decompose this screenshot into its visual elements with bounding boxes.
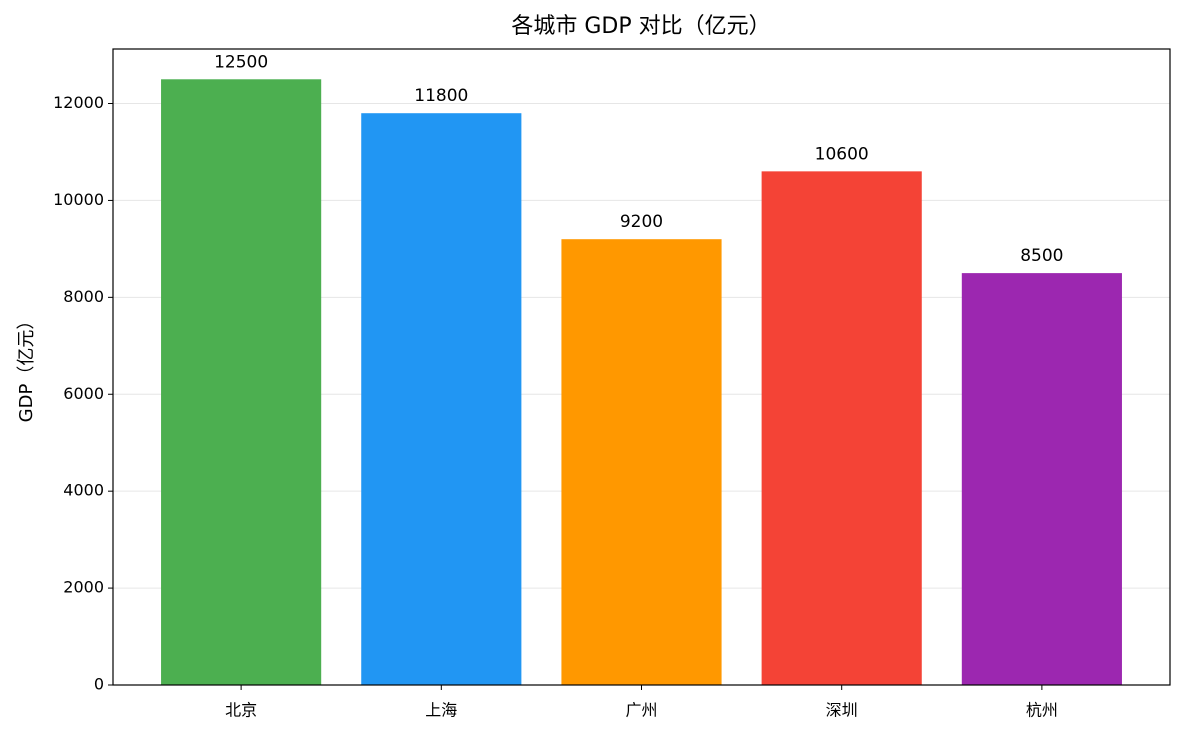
value-label: 8500 [1020,246,1063,266]
y-tick-label: 10000 [53,190,104,209]
x-tick-label: 广州 [625,701,657,720]
x-tick-label: 杭州 [1026,701,1058,720]
value-label: 9200 [620,212,663,232]
y-tick-label: 6000 [63,384,104,403]
bar [761,171,922,686]
x-tick-label: 深圳 [826,701,858,720]
y-tick-label: 2000 [63,578,104,597]
y-tick-label: 0 [94,675,104,694]
bar [161,79,322,686]
plot-frame [112,48,1171,686]
x-tick-label: 上海 [425,701,457,720]
y-axis-label: GDP（亿元） [16,312,37,423]
value-label: 10600 [815,144,869,164]
chart-title: 各城市 GDP 对比（亿元） [511,14,770,39]
value-label: 12500 [214,52,268,72]
bar [561,239,722,686]
value-label: 11800 [414,86,468,106]
bar [361,113,522,686]
bar [961,273,1122,685]
y-tick-label: 12000 [53,93,104,112]
y-tick-label: 8000 [63,287,104,306]
x-tick-label: 北京 [225,701,257,720]
y-tick-label: 4000 [63,481,104,500]
